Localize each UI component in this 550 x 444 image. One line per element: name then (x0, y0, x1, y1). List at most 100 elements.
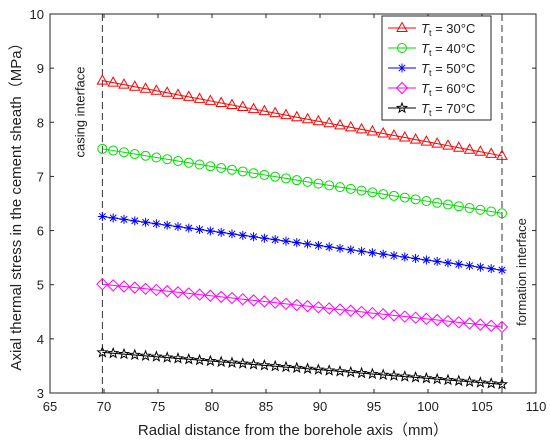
star-marker (301, 362, 314, 374)
circle-marker (388, 190, 399, 201)
asterisk-marker (497, 265, 507, 275)
circle-marker (397, 43, 407, 53)
star-marker (107, 346, 120, 359)
diamond-marker (96, 277, 109, 291)
legend-entry: Tt = 60°C (388, 81, 475, 98)
circle-marker (226, 164, 237, 175)
asterisk-marker (184, 223, 194, 233)
diamond-marker (258, 295, 271, 308)
diamond-marker (290, 298, 303, 312)
star-marker (452, 374, 465, 387)
y-tick-label: 7 (37, 169, 44, 184)
star-marker (279, 360, 293, 373)
diamond-marker (268, 296, 282, 309)
diamond-marker (441, 314, 455, 328)
circle-marker (216, 162, 227, 173)
series-line (102, 351, 503, 385)
star-marker (225, 356, 239, 368)
circle-marker (194, 159, 205, 170)
triangle-marker (398, 131, 411, 142)
triangle-marker (474, 145, 487, 156)
star-marker (204, 354, 217, 367)
triangle-marker (139, 82, 152, 93)
triangle-marker (280, 108, 292, 120)
circle-marker (410, 194, 421, 205)
circle-marker (97, 143, 108, 154)
star-marker (398, 370, 411, 382)
diamond-marker (106, 279, 120, 292)
triangle-marker (485, 147, 498, 158)
diamond-marker (333, 303, 347, 316)
triangle-marker (247, 102, 260, 114)
star-marker (409, 370, 422, 383)
diamond-marker (398, 310, 411, 323)
asterisk-marker (216, 227, 226, 237)
star-marker (236, 357, 249, 369)
x-tick-label: 95 (367, 399, 381, 414)
asterisk-marker (454, 259, 464, 269)
star-marker (395, 101, 409, 114)
star-marker (96, 345, 109, 358)
axis-ticks: 65 70 75 80 85 90 95 100 105 110 3 4 5 6 7 8 9 10 (30, 7, 547, 414)
diamond-marker (376, 308, 390, 321)
circle-marker (248, 168, 259, 179)
formation-interface-label: formation interface (514, 218, 529, 326)
x-tick-label: 90 (313, 399, 327, 414)
asterisk-marker (238, 230, 248, 240)
triangle-marker (366, 124, 379, 136)
legend-label: Tt = 40°C (421, 41, 475, 58)
legend-entry: Tt = 30°C (388, 21, 475, 38)
asterisk-marker (259, 233, 269, 243)
circle-marker (313, 178, 324, 189)
asterisk-marker (411, 254, 421, 264)
circle-marker (356, 185, 367, 196)
series-2 (97, 143, 507, 219)
circle-marker (172, 156, 183, 167)
asterisk-marker (475, 262, 485, 272)
triangle-marker (290, 110, 303, 122)
star-marker (485, 377, 498, 389)
triangle-marker (463, 143, 476, 154)
star-marker (161, 351, 174, 363)
casing-interface-label: casing interface (72, 66, 87, 157)
star-marker (333, 364, 347, 377)
triangle-marker (150, 84, 163, 95)
diamond-marker (420, 312, 433, 326)
asterisk-marker (389, 251, 399, 261)
diamond-marker (236, 292, 249, 306)
circle-marker (270, 171, 281, 182)
diamond-marker (171, 286, 185, 299)
star-marker (387, 369, 401, 381)
diamond-marker (150, 283, 163, 297)
star-marker (323, 364, 336, 376)
asterisk-marker (270, 235, 280, 245)
circle-marker (183, 157, 194, 168)
diamond-marker (474, 318, 487, 331)
diamond-marker (214, 290, 228, 304)
diamond-marker (495, 320, 509, 334)
diamond-marker (225, 291, 239, 305)
series-5 (96, 345, 509, 390)
asterisk-marker (465, 261, 475, 271)
circle-marker (475, 204, 486, 215)
diamond-marker (395, 81, 409, 95)
reference-lines (101, 14, 503, 393)
star-marker (431, 372, 444, 385)
x-tick-label: 70 (97, 399, 111, 414)
star-marker (474, 376, 487, 388)
star-marker (312, 363, 325, 375)
diamond-marker (160, 284, 174, 298)
diamond-marker (193, 288, 206, 301)
y-tick-label: 9 (37, 61, 44, 76)
asterisk-marker (486, 264, 496, 274)
circle-marker (118, 147, 129, 158)
star-marker (182, 352, 195, 365)
diamond-marker (139, 282, 152, 296)
y-tick-label: 6 (37, 224, 44, 239)
triangle-marker (388, 128, 400, 140)
circle-marker (291, 175, 302, 186)
diamond-marker (430, 313, 444, 327)
circle-marker (324, 180, 335, 191)
asterisk-marker (313, 240, 323, 250)
circle-marker (496, 208, 507, 219)
